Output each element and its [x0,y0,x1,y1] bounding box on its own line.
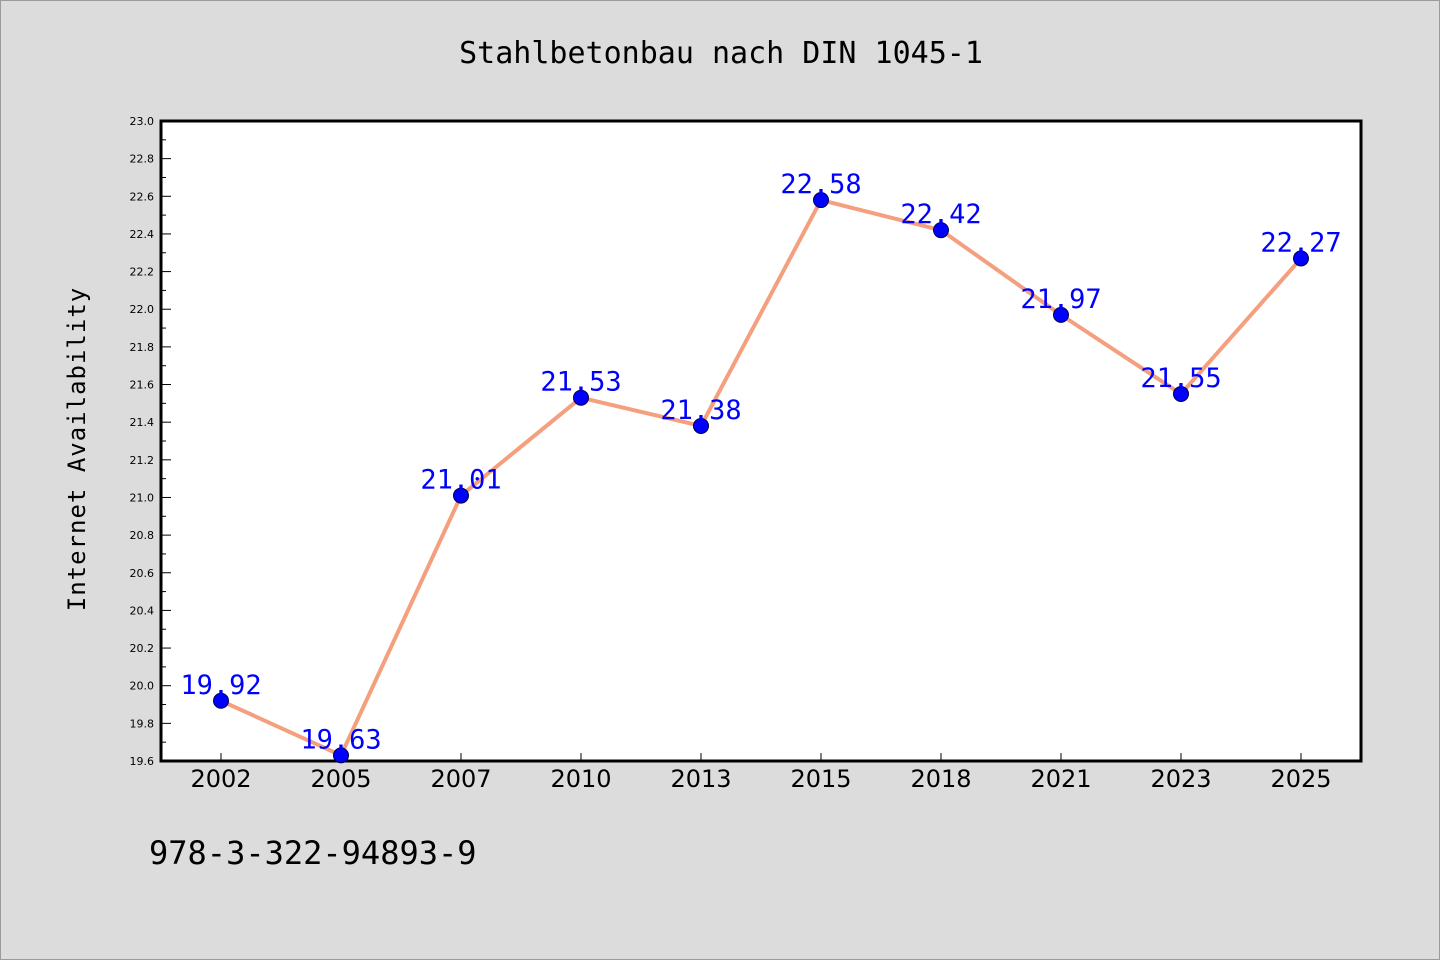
x-tick-label: 2002 [190,765,251,793]
data-point [1053,306,1069,323]
data-label: 21.55 [1140,363,1221,394]
x-tick-label: 2025 [1270,765,1331,793]
x-tick-label: 2010 [550,765,611,793]
x-tick-label: 2018 [910,765,971,793]
y-tick-label: 20.6 [130,567,155,580]
data-point [813,192,829,209]
x-tick-label: 2015 [790,765,851,793]
y-tick-label: 20.4 [130,604,155,617]
data-label: 19.63 [300,724,381,755]
y-tick-label: 22.2 [130,266,155,279]
y-tick-label: 21.0 [130,491,155,504]
x-tick-label: 2005 [310,765,371,793]
data-point [573,389,589,406]
data-point [1173,385,1189,402]
series-line [220,198,1303,758]
x-tick-label: 2007 [430,765,491,793]
data-label: 22.58 [780,169,861,200]
x-tick-label: 2021 [1030,765,1091,793]
data-label: 21.97 [1020,284,1101,315]
x-tick-label: 2023 [1150,765,1211,793]
data-point [933,222,949,239]
y-tick-label: 19.8 [130,717,155,730]
data-point [453,487,469,504]
y-tick-label: 22.8 [130,153,155,166]
data-label: 21.01 [420,465,501,496]
data-label: 19.92 [180,670,261,701]
data-point [693,417,709,434]
y-tick-label: 22.4 [130,228,155,241]
series-layer: 19.92 19.63 21.01 21.53 21.38 22.58 22.42 21.97… [180,169,1342,764]
y-tick-label: 21.2 [130,454,155,467]
plot-area [159,119,1363,763]
data-label: 21.38 [660,395,741,426]
y-tick-label: 22.0 [130,303,155,316]
y-tick-label: 21.6 [130,379,155,392]
chart-title: Stahlbetonbau nach DIN 1045-1 [459,36,983,71]
y-tick-label: 20.0 [130,680,155,693]
y-tick-label: 21.8 [130,341,155,354]
y-tick-label: 21.4 [130,416,155,429]
data-label: 21.53 [540,367,621,398]
y-tick-label: 20.2 [130,642,155,655]
x-tick-label: 2013 [670,765,731,793]
data-point [1293,250,1309,267]
y-tick-label: 23.0 [130,115,155,128]
data-label: 22.27 [1260,227,1341,258]
data-label: 22.42 [900,199,981,230]
isbn-text: 978-3-322-94893-9 [149,834,477,872]
data-point [333,747,349,764]
y-tick-label: 22.6 [130,190,155,203]
y-axis-label: Internet Availability [63,287,91,611]
y-tick-label: 19.6 [130,755,155,768]
y-tick-label: 20.8 [130,529,155,542]
data-point [213,692,229,709]
axis-ticks: 19.6 19.8 20.0 20.2 20.4 20.6 20.8 21.0 21.2 21.4… [130,115,1332,793]
